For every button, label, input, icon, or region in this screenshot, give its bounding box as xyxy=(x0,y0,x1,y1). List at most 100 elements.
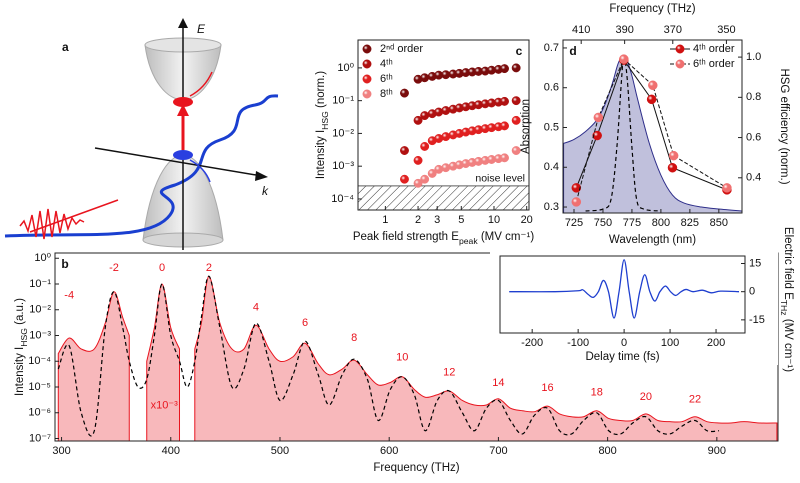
x2-axis-label: Frequency (THz) xyxy=(609,3,695,15)
marker xyxy=(646,94,657,105)
marker xyxy=(668,150,679,161)
y-tick-label: 10⁻⁴ xyxy=(28,355,51,367)
series-line xyxy=(575,59,728,191)
order-label: 18 xyxy=(591,387,603,399)
order-label: -2 xyxy=(109,262,119,274)
y-tick-label: 0.7 xyxy=(544,42,559,54)
order-label: 16 xyxy=(541,382,553,394)
y2-tick-label: 15 xyxy=(749,257,761,269)
series-line xyxy=(57,275,720,437)
legend-label: 4ᵗʰ order xyxy=(693,43,735,55)
y2-tick-label: 1.0 xyxy=(746,51,761,63)
x2-tick-label: 390 xyxy=(615,24,633,36)
y2-tick-label: 0.6 xyxy=(746,131,761,143)
y-tick-label: 10⁰ xyxy=(337,62,354,74)
y-tick-label: 10⁻¹ xyxy=(332,95,354,107)
spectrum-area xyxy=(194,275,778,442)
y-tick-label: 10⁻⁷ xyxy=(29,432,51,444)
x-tick-label: 2 xyxy=(415,214,421,226)
y-axis-label: Intensity IHSG (a.u.) xyxy=(14,298,29,396)
inset-background xyxy=(490,250,778,365)
order-label: 14 xyxy=(492,377,504,389)
x-axis-label: Delay time (fs) xyxy=(585,351,659,363)
spectrum-area xyxy=(563,54,743,214)
panel-a: a E k xyxy=(4,18,279,250)
x-tick-label: 825 xyxy=(681,217,699,229)
y-tick-label: 10⁻² xyxy=(29,304,51,316)
label-part: (MV cm⁻¹) xyxy=(782,316,794,373)
momentum-label: k xyxy=(262,184,269,198)
x-tick-label: 5 xyxy=(458,214,464,226)
order-label: 0 xyxy=(159,262,165,274)
x-axis-label: Wavelength (nm) xyxy=(609,234,696,246)
legend-label: 4ᵗʰ xyxy=(380,58,393,70)
x-tick-label: 500 xyxy=(271,445,289,457)
marker xyxy=(571,183,582,193)
electron-path xyxy=(189,71,213,97)
x-tick-label: 800 xyxy=(652,217,670,229)
legend-marker xyxy=(362,74,372,84)
subscript: HSG xyxy=(19,328,29,347)
legend-marker xyxy=(675,59,685,69)
x-tick-label: 20 xyxy=(521,214,533,226)
x-tick-label: 800 xyxy=(598,445,616,457)
marker xyxy=(648,80,658,91)
x-tick-label: 3 xyxy=(434,214,440,226)
series-line xyxy=(575,58,728,203)
y2-axis-label: HSG efficiency (norm.) xyxy=(778,68,790,184)
x-tick-label: 900 xyxy=(708,445,726,457)
x-tick-label: 725 xyxy=(565,217,583,229)
point xyxy=(500,121,509,131)
order-label: 2 xyxy=(206,262,212,274)
y-tick-label: 10⁻⁶ xyxy=(28,407,51,419)
noise-region xyxy=(357,185,530,211)
label-part: Peak field strength E xyxy=(353,231,459,243)
x-tick-label: -100 xyxy=(567,337,589,349)
x-axis-label: Frequency (THz) xyxy=(373,462,459,474)
label-part: Electric field E xyxy=(782,227,794,300)
order-label: x10⁻³ xyxy=(151,399,179,411)
marker xyxy=(571,197,582,207)
hole-path xyxy=(189,159,211,183)
x-tick-label: 750 xyxy=(594,217,612,229)
arrow-head xyxy=(177,104,189,116)
legend-marker xyxy=(362,89,372,99)
y-tick-label: 10⁻² xyxy=(332,127,354,139)
y2-tick-label: 0 xyxy=(749,286,755,298)
point xyxy=(400,174,409,184)
point xyxy=(427,169,437,178)
electron xyxy=(173,97,193,107)
x-tick-label: 100 xyxy=(661,337,679,349)
hole xyxy=(173,150,193,160)
marker xyxy=(619,54,629,64)
point xyxy=(420,111,430,121)
x2-tick-label: 370 xyxy=(664,24,682,36)
subscript: peak xyxy=(459,236,478,246)
label-part: (a.u.) xyxy=(14,298,26,328)
point xyxy=(413,115,423,125)
point xyxy=(420,73,430,83)
y2-tick-label: -15 xyxy=(749,314,765,326)
panel-label: a xyxy=(62,40,69,54)
y-axis-label: Intensity IHSG (norm.) xyxy=(315,71,330,179)
label-part: Intensity I xyxy=(14,347,26,396)
y-axis-label: Electric field ETHz (MV cm⁻¹) xyxy=(779,227,794,372)
point xyxy=(511,96,521,106)
x2-tick-label: 350 xyxy=(717,24,735,36)
marker xyxy=(593,112,604,123)
y-tick-label: 10⁻³ xyxy=(29,329,51,341)
legend-marker xyxy=(675,44,685,54)
series-line xyxy=(509,259,740,319)
point xyxy=(511,146,521,156)
nir-pulse xyxy=(19,208,85,240)
legend-marker xyxy=(362,59,372,69)
y-tick-label: 10⁰ xyxy=(34,252,51,264)
x-tick-label: 600 xyxy=(380,445,398,457)
marker xyxy=(667,162,678,173)
x2-tick-label: 410 xyxy=(572,24,590,36)
label-part: (norm.) xyxy=(315,71,327,111)
y2-tick-label: 0.4 xyxy=(746,172,761,184)
point xyxy=(420,142,430,151)
x-tick-label: 300 xyxy=(52,445,70,457)
